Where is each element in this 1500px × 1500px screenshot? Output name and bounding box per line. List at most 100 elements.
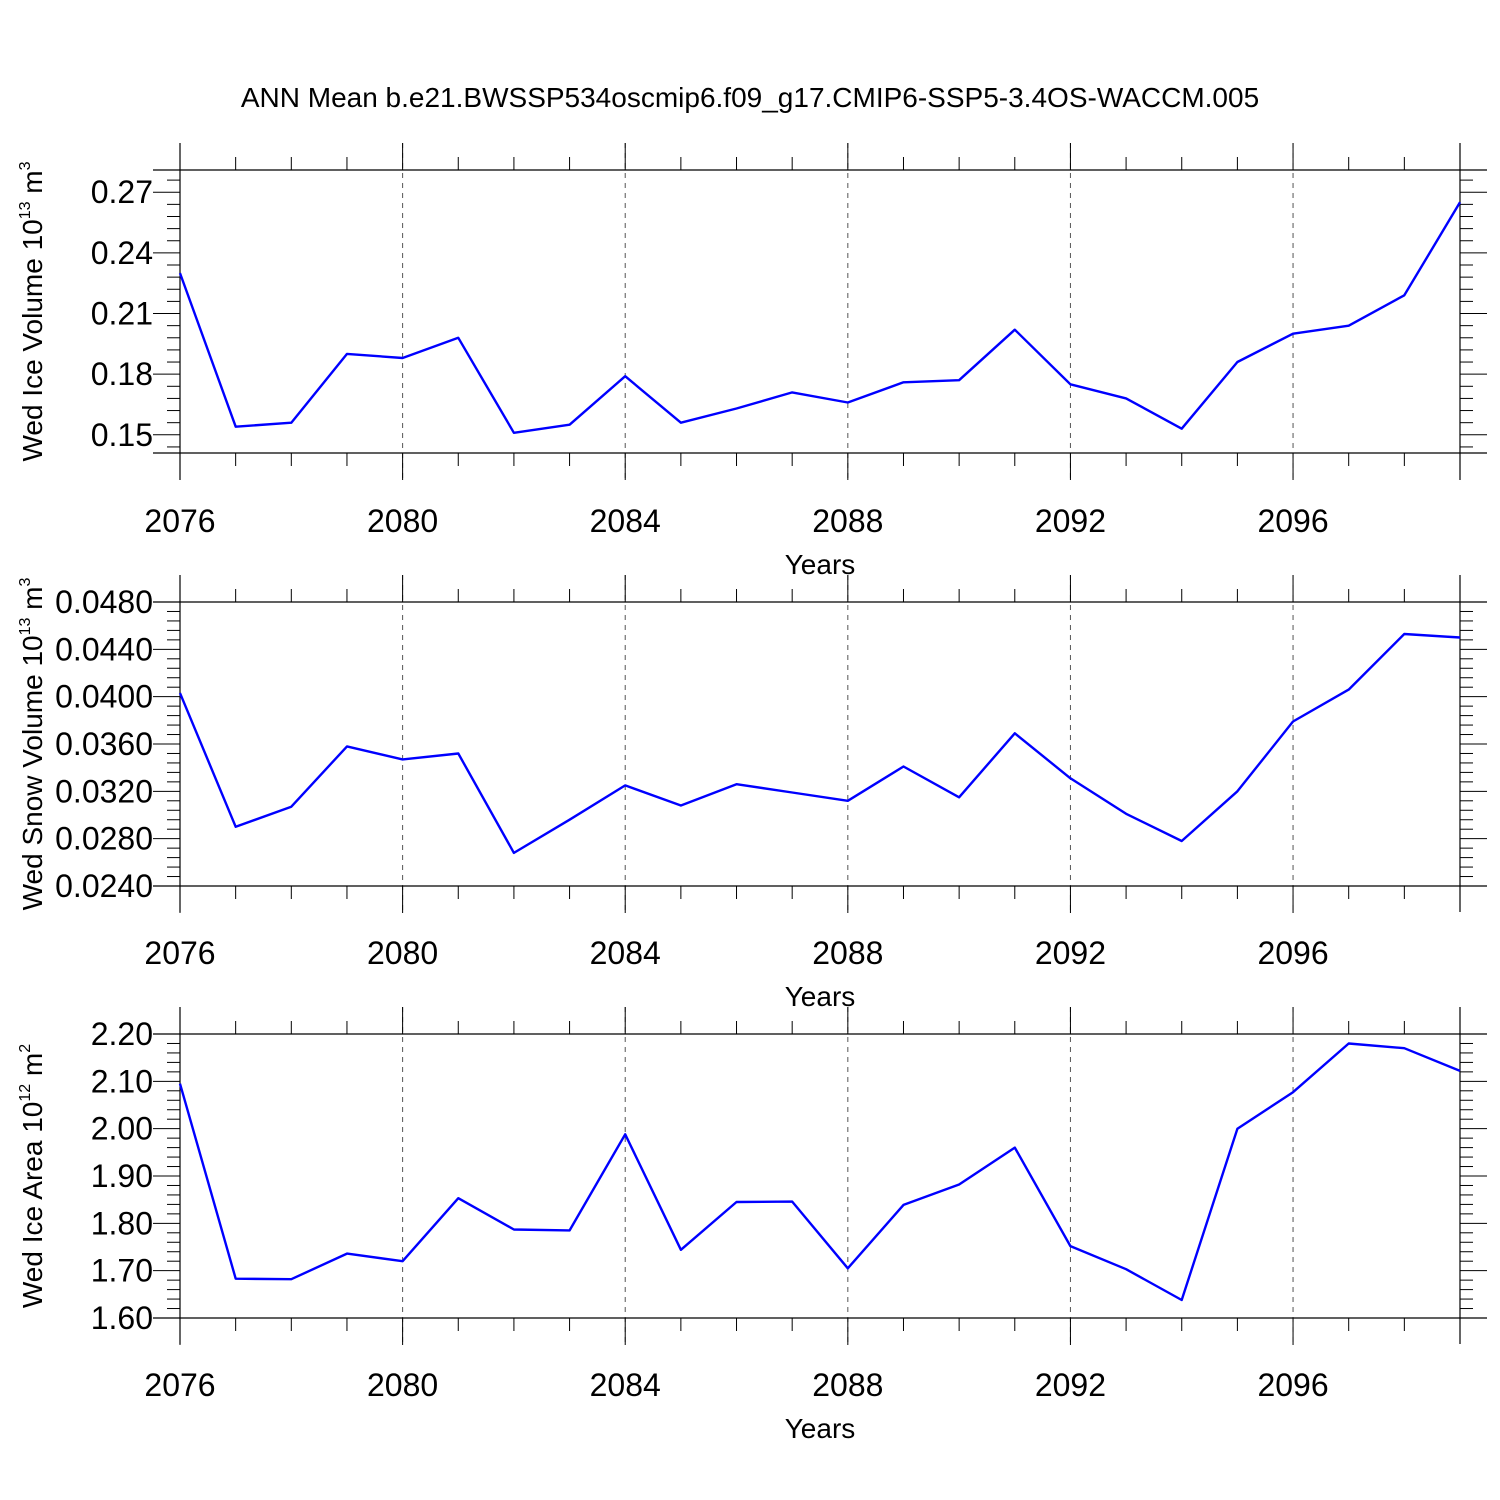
y-tick-label: 0.0440: [55, 631, 153, 667]
data-point: [735, 1200, 739, 1204]
data-point: [1068, 776, 1072, 780]
data-point: [1013, 731, 1017, 735]
x-tick-label: 2076: [144, 935, 215, 971]
y-tick-label: 2.20: [91, 1016, 153, 1052]
y-tick-label: 0.0280: [55, 821, 153, 857]
x-tick-label: 2080: [367, 503, 438, 539]
x-tick-label: 2076: [144, 1367, 215, 1403]
data-point: [401, 356, 405, 360]
data-point: [846, 799, 850, 803]
series-line: [178, 201, 1462, 434]
data-point: [846, 400, 850, 404]
data-point: [1068, 382, 1072, 386]
data-point: [846, 1266, 850, 1270]
y-tick-label: 0.0240: [55, 868, 153, 904]
data-point: [901, 1203, 905, 1207]
data-point: [345, 352, 349, 356]
data-point: [1291, 1090, 1295, 1094]
data-point: [401, 757, 405, 761]
data-point: [456, 336, 460, 340]
y-axis-label: Wed Ice Area 1012 m2: [17, 1044, 48, 1308]
data-point: [1347, 1041, 1351, 1045]
x-tick-label: 2096: [1257, 503, 1328, 539]
data-point: [1347, 324, 1351, 328]
y-tick-label: 1.70: [91, 1253, 153, 1289]
x-tick-label: 2084: [590, 503, 661, 539]
data-point: [512, 1227, 516, 1231]
data-point: [790, 1200, 794, 1204]
y-tick-label: 0.0360: [55, 726, 153, 762]
data-point: [679, 1248, 683, 1252]
data-point: [1235, 360, 1239, 364]
data-point: [623, 374, 627, 378]
data-point: [289, 805, 293, 809]
x-tick-label: 2088: [812, 503, 883, 539]
data-point: [1235, 1127, 1239, 1131]
y-tick-label: 1.60: [91, 1300, 153, 1336]
y-tick-label: 0.27: [91, 174, 153, 210]
series-line: [178, 632, 1461, 855]
y-tick-label: 0.0400: [55, 679, 153, 715]
y-tick-label: 2.10: [91, 1063, 153, 1099]
chart-title: ANN Mean b.e21.BWSSP534oscmip6.f09_g17.C…: [241, 82, 1259, 113]
data-point: [234, 1277, 238, 1281]
y-axis-label: Wed Ice Volume 1013 m3: [17, 161, 48, 461]
x-tick-label: 2088: [812, 1367, 883, 1403]
x-tick-label: 2092: [1035, 1367, 1106, 1403]
y-tick-label: 1.80: [91, 1205, 153, 1241]
data-point: [901, 380, 905, 384]
data-point: [1291, 332, 1295, 336]
data-point: [1180, 839, 1184, 843]
y-tick-label: 0.15: [91, 417, 153, 453]
series-line: [178, 1042, 1461, 1302]
data-point: [345, 744, 349, 748]
data-point: [1291, 720, 1295, 724]
x-tick-label: 2076: [144, 503, 215, 539]
y-tick-label: 1.90: [91, 1158, 153, 1194]
x-tick-label: 2092: [1035, 935, 1106, 971]
data-point: [1013, 1146, 1017, 1150]
data-point: [234, 825, 238, 829]
data-point: [1402, 632, 1406, 636]
data-point: [1068, 1244, 1072, 1248]
panel-2: 0.0240 0.0280 0.0320 0.0360 0.0400 0.0440 0.04…: [17, 575, 1487, 1012]
data-point: [512, 851, 516, 855]
data-point: [289, 421, 293, 425]
data-point: [1124, 812, 1128, 816]
data-point: [178, 1082, 182, 1086]
data-point: [234, 425, 238, 429]
data-point: [568, 1228, 572, 1232]
data-point: [1180, 427, 1184, 431]
data-point: [679, 421, 683, 425]
panel-1: 0.15 0.18 0.21 0.24 0.27 2076 2080 2084 2088 2092…: [17, 143, 1487, 580]
data-point: [679, 804, 683, 808]
x-axis-label: Years: [785, 1413, 856, 1444]
panel-3: 1.60 1.70 1.80 1.90 2.00 2.10 2.20 2076 2080 2084…: [17, 1007, 1487, 1444]
data-point: [1402, 293, 1406, 297]
x-tick-label: 2096: [1257, 1367, 1328, 1403]
data-point: [1180, 1298, 1184, 1302]
y-tick-label: 0.24: [91, 235, 153, 271]
data-point: [957, 378, 961, 382]
data-point: [1124, 1267, 1128, 1271]
data-point: [1458, 1069, 1462, 1073]
data-point: [1458, 636, 1462, 640]
data-point: [456, 1196, 460, 1200]
data-point: [512, 431, 516, 435]
data-point: [1347, 688, 1351, 692]
data-point: [623, 783, 627, 787]
x-tick-label: 2088: [812, 935, 883, 971]
x-tick-label: 2092: [1035, 503, 1106, 539]
x-tick-label: 2084: [590, 1367, 661, 1403]
data-point: [1124, 396, 1128, 400]
data-point: [735, 782, 739, 786]
data-point: [1458, 200, 1462, 204]
data-point: [1013, 328, 1017, 332]
data-point: [178, 691, 182, 695]
data-point: [568, 423, 572, 427]
data-point: [1402, 1046, 1406, 1050]
y-tick-label: 0.21: [91, 296, 153, 332]
y-axis-label: Wed Snow Volume 1013 m3: [17, 578, 48, 911]
data-point: [901, 764, 905, 768]
